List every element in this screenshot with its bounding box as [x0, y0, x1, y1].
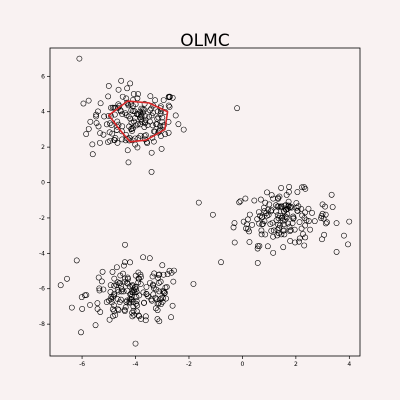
- y-tick-label: -6: [39, 286, 45, 293]
- x-tick-label: 0: [240, 361, 244, 368]
- x-tick-label: -4: [133, 361, 139, 368]
- y-tick-label: -8: [39, 321, 45, 328]
- y-tick-label: 2: [41, 144, 45, 151]
- x-tick-label: 4: [347, 361, 351, 368]
- x-tick-label: 2: [294, 361, 298, 368]
- y-tick-label: -2: [39, 215, 45, 222]
- plot-area: [50, 48, 360, 356]
- y-tick-label: 4: [41, 109, 45, 116]
- x-tick-label: -6: [79, 361, 85, 368]
- y-tick-label: 0: [41, 180, 45, 187]
- y-tick-label: 6: [41, 73, 45, 80]
- x-tick-label: -2: [186, 361, 192, 368]
- y-tick-label: -4: [39, 250, 45, 257]
- chart-title: OLMC: [180, 31, 229, 51]
